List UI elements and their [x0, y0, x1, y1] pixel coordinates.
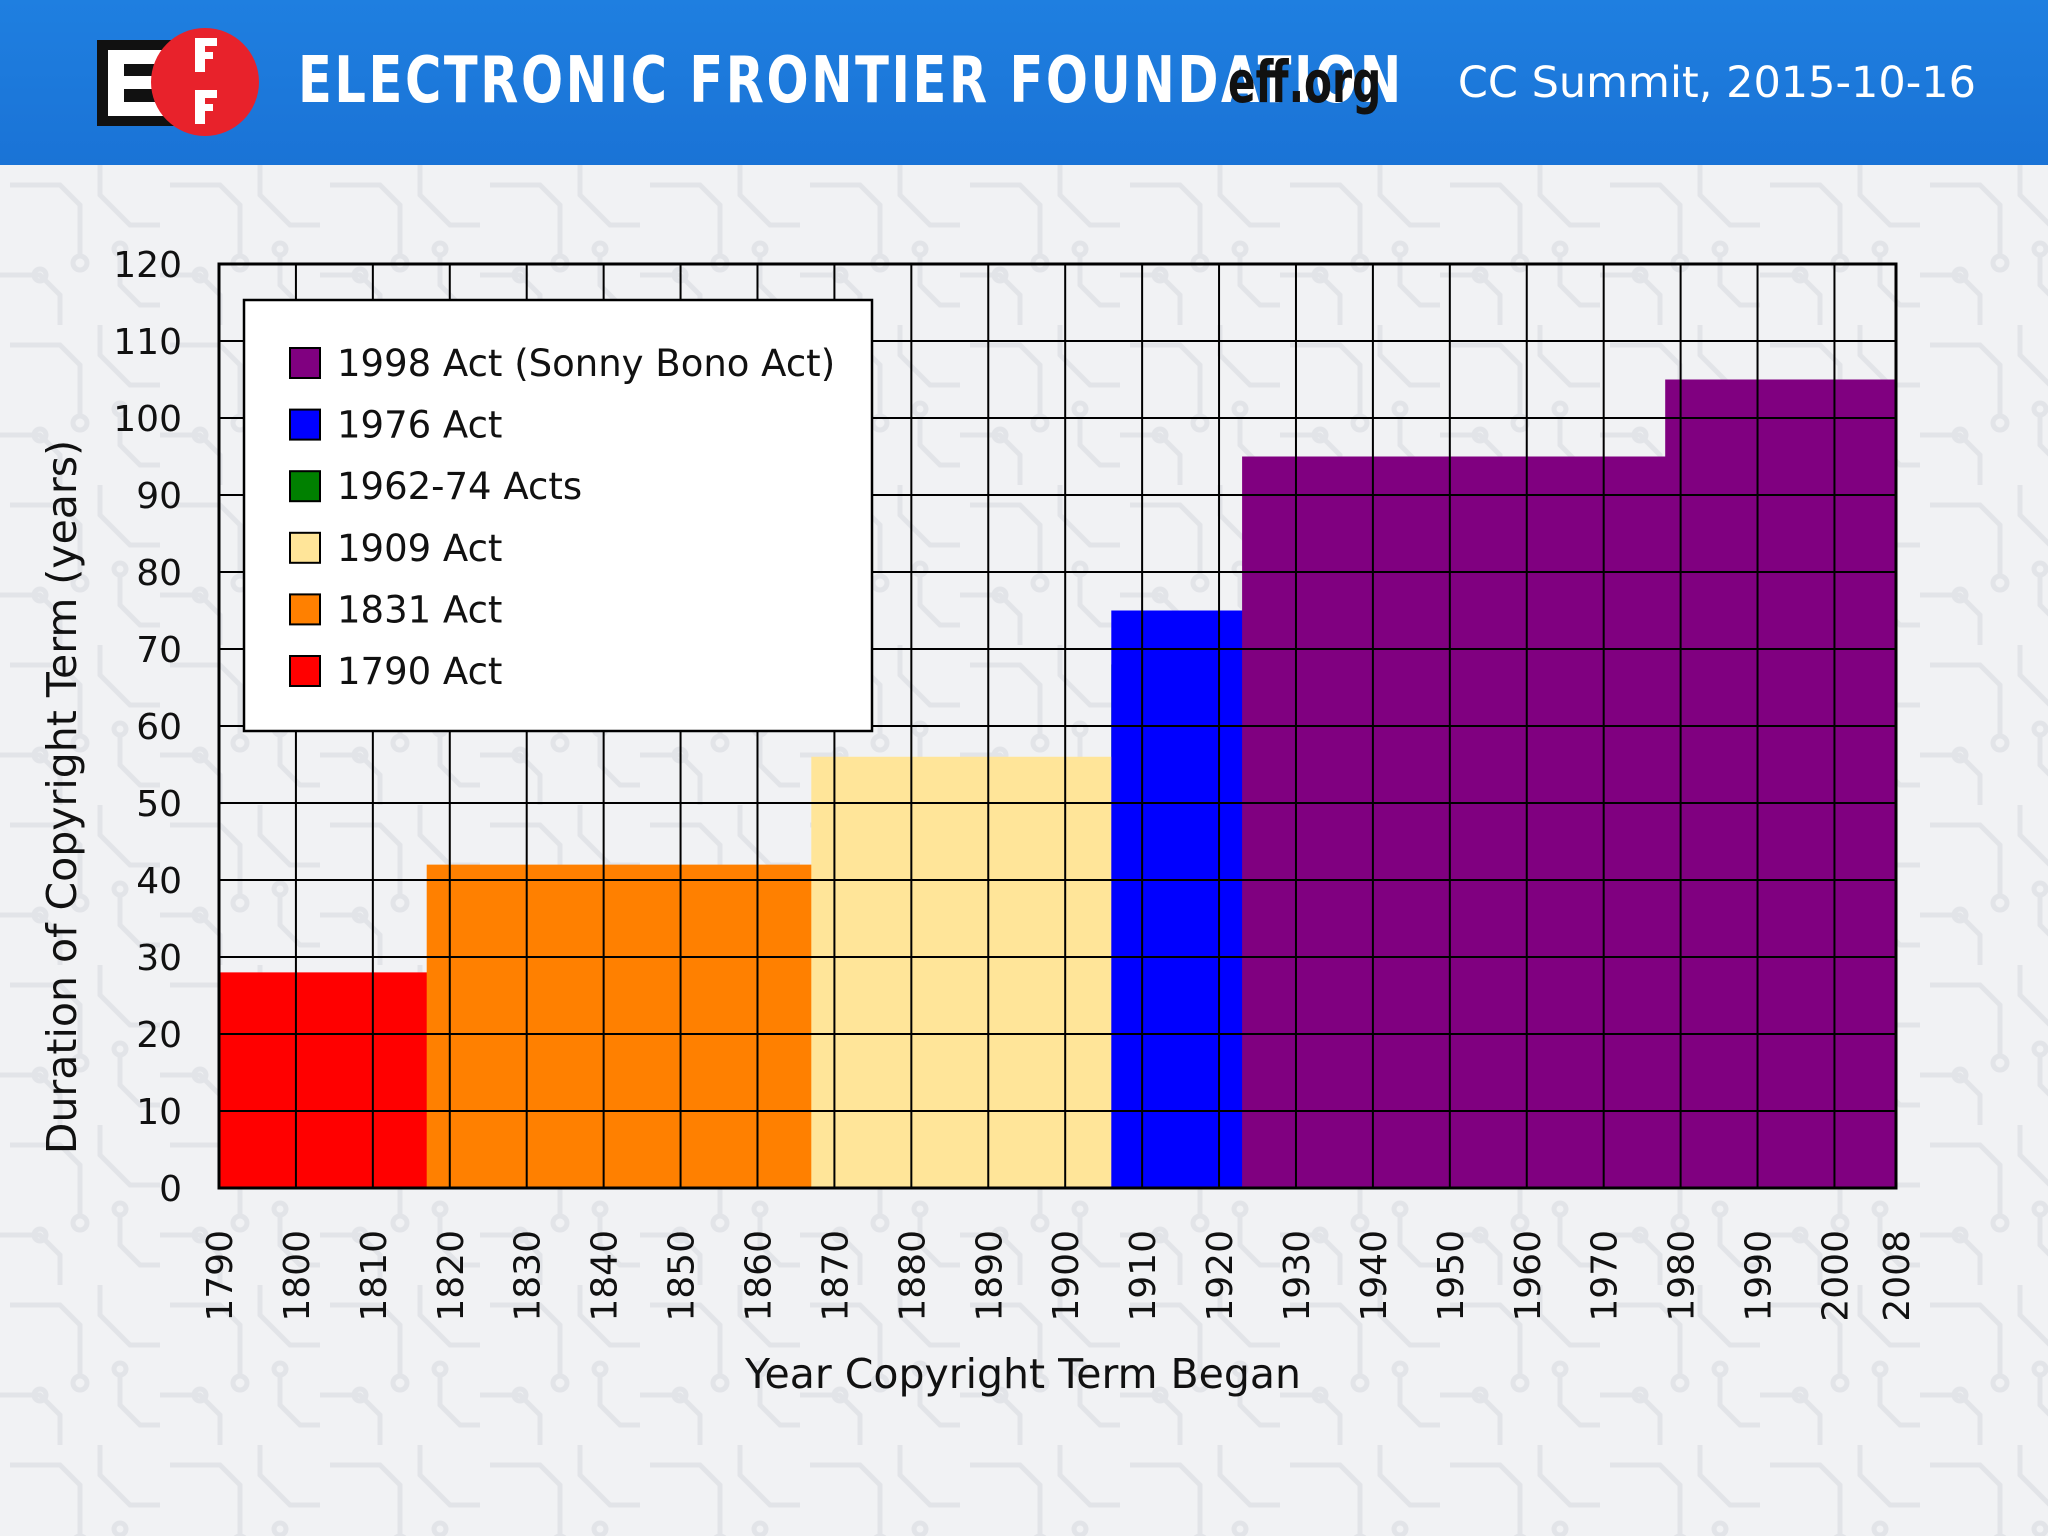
x-tick-label: 1840 [585, 1230, 626, 1322]
y-tick-label: 80 [136, 553, 182, 594]
x-tick-label: 2000 [1815, 1230, 1856, 1322]
x-tick-label: 1920 [1200, 1230, 1241, 1322]
y-tick-label: 40 [136, 861, 182, 902]
legend-label-1998-act-sonny-bono-act: 1998 Act (Sonny Bono Act) [337, 342, 835, 385]
y-tick-label: 110 [113, 322, 182, 363]
y-axis-label: Duration of Copyright Term (years) [38, 440, 86, 1154]
legend-swatch-1998-act-sonny-bono-act [289, 347, 321, 379]
header-bar: ELECTRONIC FRONTIER FOUNDATION eff.org C… [0, 0, 2048, 165]
plot-frame [217, 262, 1898, 1190]
x-tick-label: 1790 [200, 1230, 241, 1322]
legend-label-1790-act: 1790 Act [337, 650, 502, 693]
x-tick-label: 1880 [892, 1230, 933, 1322]
x-tick-label: 1850 [662, 1230, 703, 1322]
legend-swatch-1790-act [289, 655, 321, 687]
legend-swatch-1909-act [289, 531, 321, 564]
x-tick-label: 1860 [738, 1230, 779, 1322]
legend-label-1962-74-acts: 1962-74 Acts [337, 465, 582, 508]
legend-label-1831-act: 1831 Act [337, 588, 502, 631]
y-tick-label: 0 [159, 1169, 182, 1210]
y-tick-label: 50 [136, 784, 182, 825]
x-tick-label: 1950 [1431, 1230, 1472, 1322]
legend-swatch-1962-74-acts [289, 470, 321, 503]
x-tick-label: 2008 [1877, 1230, 1918, 1322]
y-tick-label: 120 [113, 245, 182, 286]
event-label: CC Summit, 2015-10-16 [1457, 58, 1976, 108]
y-tick-label: 90 [136, 476, 182, 517]
y-tick-label: 20 [136, 1015, 182, 1056]
y-tick-label: 60 [136, 707, 182, 748]
x-tick-label: 1970 [1585, 1230, 1626, 1322]
x-tick-labels: 1790 1800 1810 1820 1830 1840 1850 1860 1870 1880… [200, 1230, 1918, 1322]
x-tick-label: 1980 [1662, 1230, 1703, 1322]
legend-swatch-1831-act [289, 593, 321, 626]
y-tick-label: 100 [113, 399, 182, 440]
x-tick-label: 1990 [1739, 1230, 1780, 1322]
y-tick-label: 10 [136, 1092, 182, 1133]
y-tick-label: 70 [136, 630, 182, 671]
y-tick-labels: 0 10 20 30 40 50 60 70 80 90 100 110 120 [113, 245, 182, 1210]
x-tick-label: 1870 [815, 1230, 856, 1322]
area-1998-act-sonny-bono-act [1242, 379, 1896, 1188]
legend-box [242, 298, 874, 733]
legend: 1998 Act (Sonny Bono Act) 1976 Act 1962-74… [242, 298, 874, 733]
legend-label-1909-act: 1909 Act [337, 527, 502, 570]
x-tick-label: 1890 [969, 1230, 1010, 1322]
y-tick-label: 30 [136, 938, 182, 979]
x-tick-label: 1910 [1123, 1230, 1164, 1322]
org-name: ELECTRONIC FRONTIER FOUNDATION [298, 44, 1404, 118]
x-axis-label: Year Copyright Term Began [744, 1350, 1301, 1398]
legend-label-1976-act: 1976 Act [337, 404, 502, 447]
x-tick-label: 1960 [1508, 1230, 1549, 1322]
x-tick-label: 1800 [277, 1230, 318, 1322]
x-tick-label: 1830 [508, 1230, 549, 1322]
eff-logo [97, 28, 259, 136]
x-tick-label: 1810 [354, 1230, 395, 1322]
org-url[interactable]: eff.org [1228, 48, 1382, 116]
legend-swatch-1976-act [289, 408, 321, 441]
x-tick-label: 1900 [1046, 1230, 1087, 1322]
x-tick-label: 1940 [1354, 1230, 1395, 1322]
x-tick-label: 1930 [1277, 1230, 1318, 1322]
x-tick-label: 1820 [431, 1230, 472, 1322]
